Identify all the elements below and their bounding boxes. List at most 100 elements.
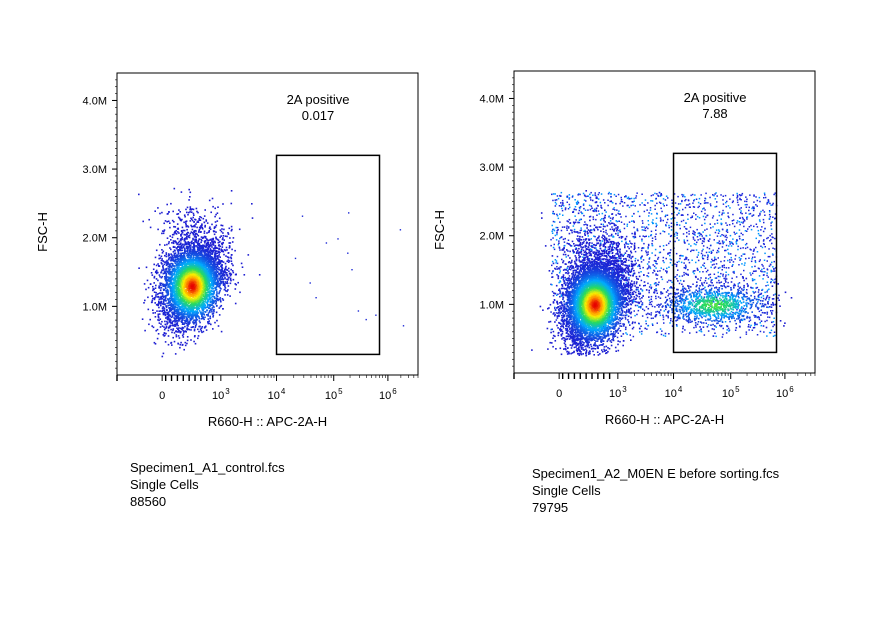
- event-dot: [222, 250, 225, 253]
- event-dot: [162, 264, 164, 267]
- event-dot: [174, 306, 176, 309]
- event-dot: [210, 296, 212, 299]
- event-dot: [160, 323, 162, 325]
- event-dot: [162, 285, 164, 287]
- event-dot: [202, 244, 204, 247]
- event-dot: [204, 224, 206, 227]
- event-dot: [193, 286, 195, 289]
- event-dot: [202, 217, 205, 220]
- event-dot: [220, 230, 223, 233]
- event-dot: [160, 298, 162, 300]
- event-dot: [216, 263, 219, 265]
- event-dot: [171, 273, 174, 275]
- event-dot: [205, 291, 208, 294]
- event-dot: [203, 298, 206, 300]
- event-dot: [182, 268, 185, 270]
- event-dot: [198, 310, 201, 312]
- event-dot: [161, 292, 163, 295]
- event-dot: [222, 203, 224, 205]
- event-dot: [179, 296, 182, 299]
- event-dot: [188, 293, 190, 296]
- event-dot: [228, 260, 231, 262]
- event-dot: [159, 289, 162, 291]
- event-dot: [207, 312, 210, 314]
- event-dot: [188, 298, 190, 300]
- event-dot: [166, 309, 168, 312]
- event-dot: [180, 239, 182, 242]
- event-dot: [201, 331, 203, 334]
- event-dot: [197, 300, 199, 302]
- event-dot: [163, 289, 165, 291]
- event-dot: [193, 340, 195, 343]
- event-dot: [219, 279, 221, 281]
- event-dot: [198, 226, 201, 229]
- event-dot: [239, 291, 241, 294]
- event-dot: [166, 320, 168, 323]
- event-dot: [180, 318, 182, 320]
- event-dot: [186, 228, 188, 231]
- event-dot: [194, 319, 196, 321]
- event-dot: [172, 285, 174, 287]
- event-dot: [199, 250, 201, 252]
- event-dot: [222, 237, 224, 239]
- event-dot: [209, 251, 211, 254]
- event-dot: [183, 331, 185, 333]
- event-dot: [150, 272, 153, 274]
- event-dot: [181, 218, 183, 221]
- event-dot: [195, 323, 198, 326]
- event-dot: [226, 294, 229, 296]
- event-dot: [175, 291, 178, 293]
- event-dot: [213, 310, 215, 313]
- event-dot: [205, 325, 207, 328]
- event-dot: [216, 319, 218, 322]
- event-dot: [166, 203, 168, 206]
- event-dot: [167, 212, 169, 215]
- event-dot: [178, 288, 181, 290]
- event-dot: [208, 265, 211, 268]
- event-dot: [195, 306, 198, 309]
- event-dot: [194, 316, 197, 318]
- event-dot: [185, 319, 187, 321]
- event-dot: [225, 272, 227, 274]
- event-dot: [165, 300, 167, 302]
- event-dot: [176, 243, 178, 246]
- event-dot: [218, 307, 221, 309]
- event-dot: [202, 262, 204, 264]
- event-dot: [159, 282, 161, 284]
- event-dot: [171, 259, 173, 262]
- event-dot: [162, 294, 164, 296]
- event-dot: [168, 254, 170, 256]
- event-dot: [183, 272, 186, 274]
- event-dot: [195, 207, 198, 210]
- event-dot: [209, 273, 211, 276]
- event-dot: [151, 301, 153, 303]
- event-dot: [159, 275, 161, 278]
- event-dot: [182, 259, 185, 262]
- event-dot: [214, 256, 216, 259]
- event-dot: [227, 267, 230, 270]
- event-dot: [214, 215, 216, 218]
- event-dot: [193, 279, 196, 282]
- event-dot: [177, 241, 180, 244]
- event-dot: [206, 239, 208, 241]
- event-dot: [218, 314, 221, 316]
- event-dot: [199, 299, 202, 302]
- event-dot: [194, 313, 196, 315]
- event-dot: [177, 257, 179, 260]
- event-dot: [184, 304, 187, 306]
- event-dot: [184, 215, 186, 218]
- event-dot: [207, 248, 210, 250]
- event-dot: [173, 323, 176, 326]
- event-dot: [169, 289, 172, 292]
- event-dot: [218, 291, 221, 293]
- event-dot: [171, 331, 173, 334]
- event-dot: [206, 303, 209, 306]
- event-dot: [218, 277, 221, 280]
- event-dot: [179, 346, 181, 349]
- event-dot: [185, 322, 188, 325]
- event-dot: [171, 314, 174, 316]
- event-dot: [194, 326, 197, 328]
- event-dot: [192, 261, 194, 263]
- event-dot: [191, 246, 193, 248]
- event-dot: [204, 240, 206, 243]
